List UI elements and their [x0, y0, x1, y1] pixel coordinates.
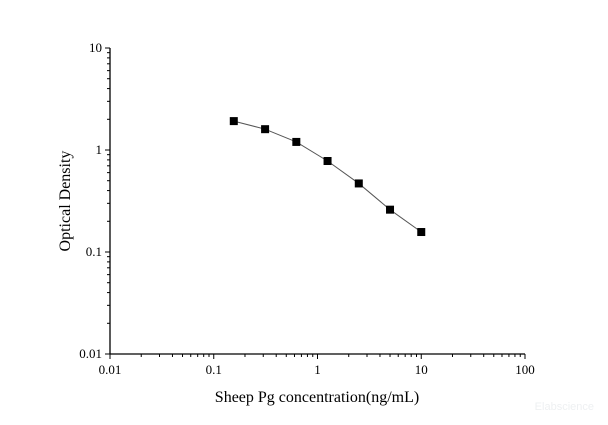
- y-tick-label: 0.01: [79, 346, 102, 361]
- y-axis-label: Optical Density: [57, 151, 74, 252]
- data-point: [417, 228, 426, 237]
- data-point: [292, 137, 301, 146]
- y-tick-label: 0.1: [86, 244, 102, 259]
- data-point: [354, 179, 363, 188]
- watermark: Elabscience: [534, 401, 594, 413]
- x-tick-label: 0.01: [99, 362, 122, 377]
- data-point: [323, 157, 332, 166]
- x-tick-label: 10: [415, 362, 428, 377]
- data-point: [261, 125, 270, 134]
- x-tick-label: 0.1: [206, 362, 222, 377]
- data-point: [386, 205, 395, 214]
- y-tick-label: 10: [89, 40, 102, 55]
- axes: [105, 47, 526, 359]
- series: [229, 117, 426, 237]
- x-tick-label: 1: [314, 362, 321, 377]
- x-tick-label: 100: [515, 362, 535, 377]
- series-line: [233, 120, 422, 233]
- tick-labels: 0.01 0.1 1 10 100 0.01 0.1 1 10: [79, 40, 535, 377]
- y-tick-label: 1: [96, 142, 103, 157]
- x-axis-label: Sheep Pg concentration(ng/mL): [215, 389, 419, 406]
- data-point: [229, 117, 238, 126]
